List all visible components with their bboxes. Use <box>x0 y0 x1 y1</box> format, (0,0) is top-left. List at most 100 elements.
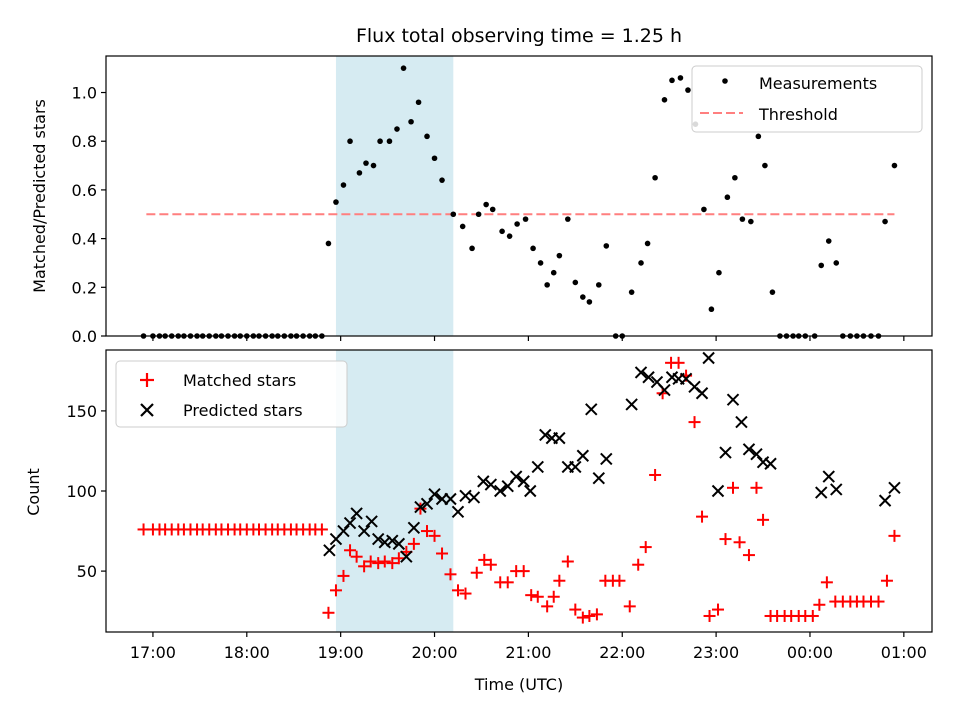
predicted-star-point <box>625 398 638 411</box>
matched-star-point <box>820 576 833 589</box>
matched-star-point <box>414 502 427 515</box>
measurement-point <box>580 294 586 300</box>
y-tick-label: 0.0 <box>72 327 97 346</box>
matched-star-point <box>329 584 342 597</box>
predicted-star-point <box>711 484 725 498</box>
predicted-star-point <box>695 387 709 400</box>
measurement-point <box>556 252 563 259</box>
measurement-point <box>755 133 762 140</box>
y-tick-label: 50 <box>77 562 97 581</box>
bottom-highlight-span <box>335 350 454 632</box>
matched-star-point <box>358 560 371 573</box>
measurement-point <box>818 262 825 269</box>
top-panel: 0.0 0.2 0.4 0.6 0.8 1.0 Matched/Predicted sta… <box>30 55 933 346</box>
x-tick-label: 23:00 <box>693 643 739 662</box>
predicted-star-point <box>569 460 582 474</box>
predicted-star-point <box>878 494 892 507</box>
measurement-point <box>572 279 579 286</box>
measurement-point <box>677 75 684 81</box>
measurement-point <box>475 211 482 218</box>
matched-star-point <box>757 513 770 526</box>
y-tick-label: 150 <box>66 402 97 421</box>
measurement-point <box>439 177 445 183</box>
bottom-legend-box <box>115 360 348 428</box>
matched-star-point <box>407 537 420 550</box>
matched-star-point <box>813 598 826 611</box>
matched-star-point <box>639 541 652 554</box>
matched-star-point <box>719 533 732 546</box>
matched-star-point <box>632 558 645 571</box>
measurement-point <box>748 218 754 225</box>
measurement-point <box>370 162 377 169</box>
measurement-point <box>408 118 414 125</box>
matched-star-point <box>547 590 560 603</box>
predicted-star-point <box>386 534 399 547</box>
y-tick-label: 0.2 <box>72 278 97 297</box>
bottom-x-ticks: 17:00 18:00 19:00 20:00 21:00 22:00 23:00 00:00… <box>130 632 927 662</box>
measurement-point <box>769 289 776 295</box>
matched-star-point <box>517 565 530 578</box>
matched-star-point <box>750 481 763 494</box>
matched-star-point <box>672 356 685 369</box>
x-axis-label: Time (UTC) <box>474 675 563 694</box>
predicted-star-point <box>451 505 465 519</box>
legend-matched-marker <box>140 373 154 387</box>
measurement-point <box>724 194 731 201</box>
measurement-point <box>394 126 400 132</box>
bottom-panel: 50 100 150 17:00 18:00 19:00 20:00 21:00 22:00 2… <box>24 349 933 694</box>
legend-threshold-label: Threshold <box>758 105 838 124</box>
measurement-point <box>550 269 557 276</box>
predicted-star-point <box>735 415 748 429</box>
matched-star-point <box>470 566 483 579</box>
predicted-star-point <box>350 507 363 520</box>
legend-predicted-marker <box>140 403 154 417</box>
legend-measurement-marker <box>722 78 728 84</box>
matched-star-point <box>688 416 701 429</box>
top-highlight-span <box>335 56 454 336</box>
measurement-point <box>431 155 438 162</box>
bottom-y-ticks: 50 100 150 <box>66 402 106 581</box>
predicted-star-point <box>888 481 901 495</box>
matched-star-point <box>392 552 405 565</box>
measurement-point <box>347 138 353 145</box>
predicted-star-point <box>642 371 655 384</box>
top-y-axis-label: Matched/Predicted stars <box>30 99 49 293</box>
x-tick-label: 01:00 <box>881 643 927 662</box>
measurement-point <box>882 218 888 225</box>
legend-measurements-label: Measurements <box>759 74 877 93</box>
measurement-point <box>450 211 457 218</box>
predicted-star-point <box>494 484 507 498</box>
measurement-point <box>644 240 651 247</box>
measurement-point <box>652 174 658 181</box>
matched-star-point <box>378 555 391 568</box>
measurement-point <box>489 206 496 213</box>
y-tick-label: 0.6 <box>72 181 97 200</box>
measurement-point <box>340 182 347 188</box>
measurement-point <box>685 87 691 93</box>
x-tick-label: 00:00 <box>787 643 833 662</box>
measurement-point <box>363 160 369 166</box>
measurement-point <box>522 216 529 222</box>
matched-star-point <box>696 510 709 523</box>
measurement-point <box>356 170 363 176</box>
matched-star-point <box>649 468 662 481</box>
predicted-star-point <box>400 550 413 563</box>
predicted-star-point <box>524 484 537 498</box>
measurement-point <box>739 216 746 222</box>
matched-star-point <box>531 590 544 603</box>
matched-star-point <box>501 576 514 589</box>
measurement-point <box>661 97 668 103</box>
matched-star-point <box>364 555 377 568</box>
predicted-star-point <box>600 452 613 466</box>
predicted-star-point <box>815 486 828 499</box>
measurement-point <box>483 201 489 208</box>
predicted-star-point <box>444 492 457 506</box>
measurement-point <box>586 299 593 305</box>
matched-star-point <box>525 589 538 602</box>
y-tick-label: 1.0 <box>72 84 97 103</box>
matched-star-point <box>888 529 901 542</box>
matched-star-point <box>703 609 716 622</box>
matched-star-point <box>742 549 755 562</box>
measurement-point <box>537 260 544 266</box>
predicted-star-point <box>702 351 715 365</box>
